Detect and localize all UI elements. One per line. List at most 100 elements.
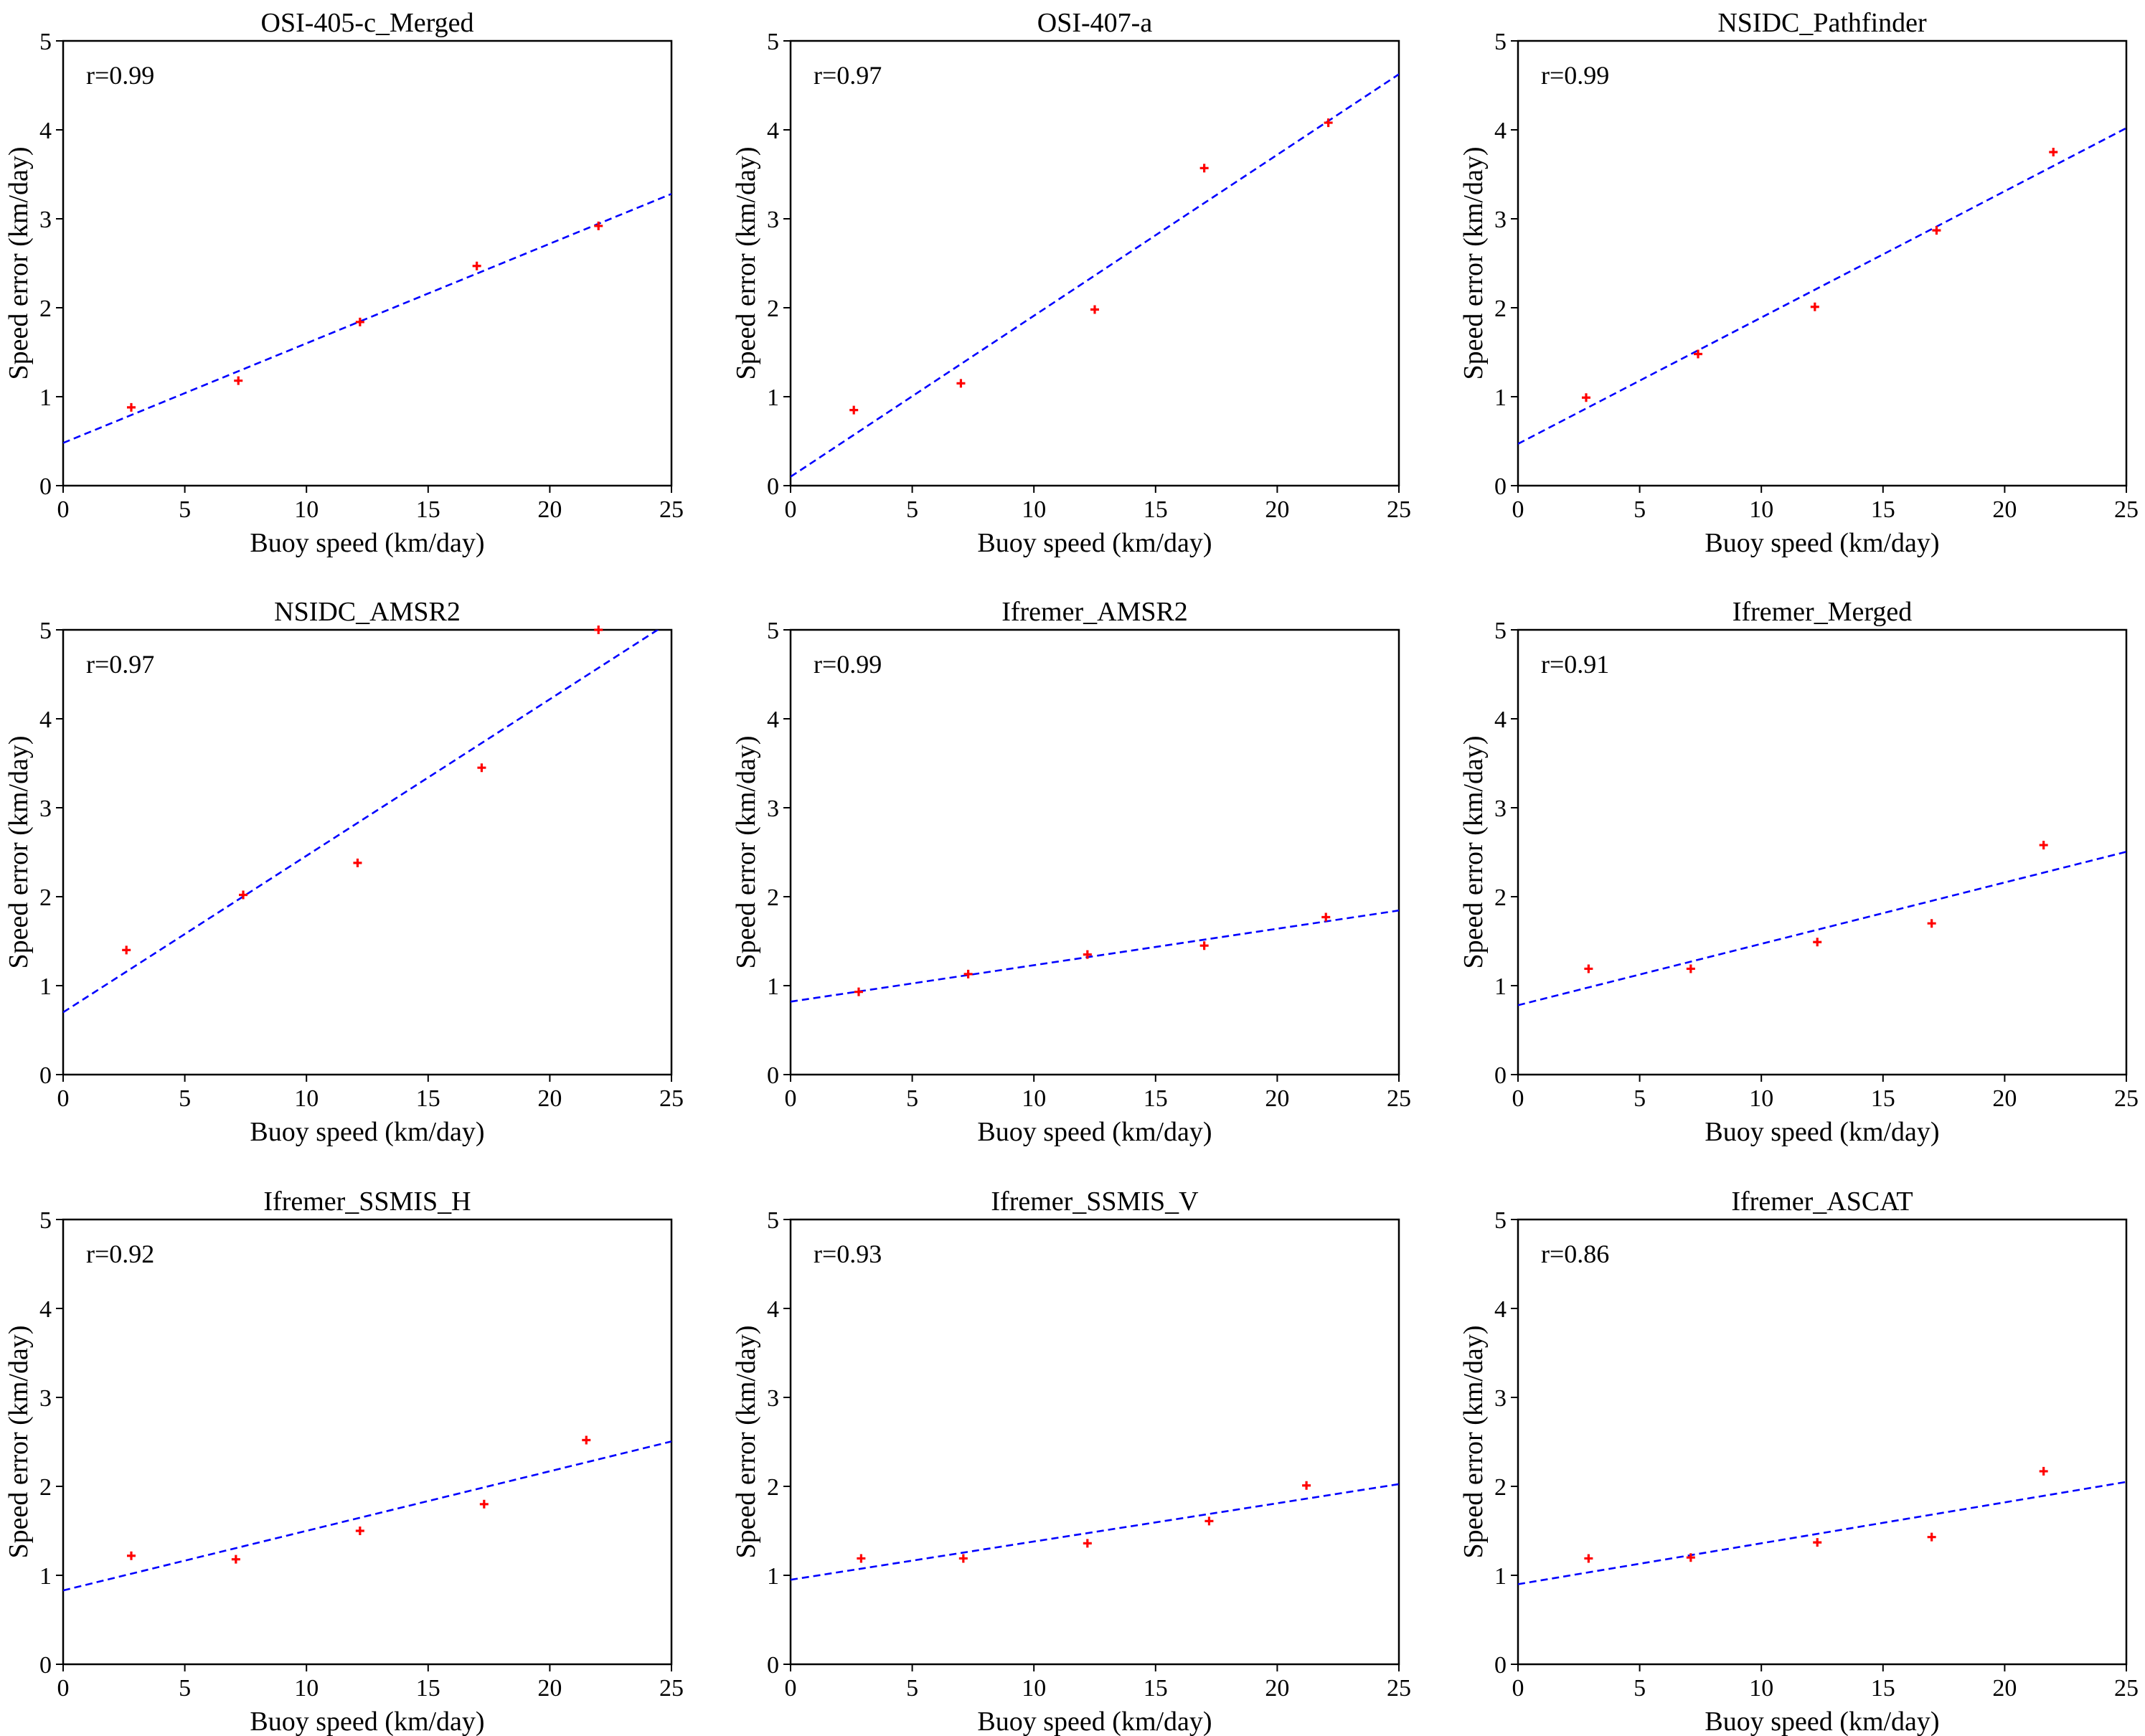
data-point bbox=[472, 261, 481, 270]
y-tick-label: 1 bbox=[1494, 973, 1507, 1000]
panel-title: Ifremer_SSMIS_H bbox=[263, 1187, 471, 1217]
x-tick-label: 5 bbox=[1634, 1675, 1646, 1702]
y-tick-label: 5 bbox=[1494, 1207, 1507, 1234]
plot-frame bbox=[1517, 39, 2128, 487]
y-tick-label: 3 bbox=[39, 1385, 52, 1412]
regression-fit-line bbox=[1518, 127, 2126, 445]
x-tick-label: 5 bbox=[906, 1085, 918, 1112]
x-tick-label: 20 bbox=[1265, 1085, 1289, 1112]
x-tick-label: 5 bbox=[1634, 496, 1646, 523]
x-tick-label: 15 bbox=[1144, 496, 1168, 523]
data-point bbox=[477, 763, 486, 773]
data-point bbox=[1927, 919, 1936, 928]
plot-frame bbox=[1517, 628, 2128, 1076]
data-point bbox=[594, 626, 603, 634]
x-tick-label: 10 bbox=[1022, 496, 1046, 523]
panel-title: Ifremer_AMSR2 bbox=[1001, 597, 1188, 627]
x-tick-label: 20 bbox=[1265, 496, 1289, 523]
data-point bbox=[1686, 964, 1695, 973]
data-point bbox=[854, 987, 863, 996]
correlation-annotation: r=0.99 bbox=[814, 650, 882, 679]
data-point bbox=[1694, 349, 1703, 359]
data-point bbox=[857, 1554, 866, 1563]
x-tick-label: 20 bbox=[537, 1675, 562, 1702]
regression-fit-line bbox=[1518, 1481, 2126, 1585]
y-tick-label: 3 bbox=[1494, 796, 1507, 822]
data-point bbox=[1581, 393, 1590, 402]
plot-frame bbox=[789, 628, 1400, 1076]
y-axis-label: Speed error (km/day) bbox=[1458, 147, 1489, 380]
x-tick-label: 25 bbox=[2114, 1085, 2139, 1112]
scatter-panel: OSI-405-c_Merged 0 5 10 15 20 25 0 1 2 3 4 5 Buoy spe… bbox=[4, 8, 684, 558]
data-point bbox=[849, 405, 859, 415]
y-tick-label: 0 bbox=[1494, 1652, 1507, 1679]
data-point bbox=[234, 376, 243, 385]
y-tick-label: 4 bbox=[39, 1296, 52, 1323]
x-tick-label: 25 bbox=[659, 496, 684, 523]
x-tick-label: 10 bbox=[294, 1085, 319, 1112]
correlation-annotation: r=0.92 bbox=[86, 1240, 154, 1268]
x-tick-label: 0 bbox=[785, 1085, 797, 1112]
x-tick-label: 10 bbox=[1749, 1085, 1773, 1112]
plot-frame bbox=[62, 39, 673, 487]
x-tick-label: 0 bbox=[1512, 496, 1524, 523]
x-tick-label: 5 bbox=[906, 496, 918, 523]
y-axis-label: Speed error (km/day) bbox=[1458, 736, 1489, 969]
data-point bbox=[355, 317, 364, 326]
y-tick-label: 5 bbox=[39, 29, 52, 55]
y-tick-label: 4 bbox=[1494, 118, 1507, 144]
x-axis-label: Buoy speed (km/day) bbox=[250, 528, 484, 558]
panel-title: NSIDC_AMSR2 bbox=[274, 597, 461, 627]
y-tick-label: 1 bbox=[39, 385, 52, 411]
y-tick-label: 5 bbox=[39, 1207, 52, 1234]
data-point bbox=[479, 1499, 489, 1509]
data-point bbox=[1686, 1553, 1695, 1562]
data-point bbox=[1083, 950, 1092, 959]
y-tick-label: 5 bbox=[767, 1207, 779, 1234]
correlation-annotation: r=0.97 bbox=[814, 61, 882, 90]
scatter-panel: Ifremer_SSMIS_H 0 5 10 15 20 25 0 1 2 3 4 5 Buoy spee… bbox=[4, 1187, 684, 1736]
correlation-annotation: r=0.86 bbox=[1541, 1240, 1609, 1268]
y-tick-label: 3 bbox=[767, 1385, 779, 1412]
y-axis-label: Speed error (km/day) bbox=[4, 147, 34, 380]
x-tick-label: 25 bbox=[1387, 1675, 1411, 1702]
x-tick-label: 0 bbox=[57, 496, 70, 523]
regression-fit-line bbox=[63, 1440, 671, 1592]
plot-frame bbox=[789, 1218, 1400, 1666]
x-tick-label: 15 bbox=[1871, 496, 1895, 523]
panel-title: Ifremer_Merged bbox=[1732, 597, 1912, 627]
panel-title: OSI-407-a bbox=[1037, 8, 1153, 38]
data-point bbox=[353, 858, 362, 867]
y-tick-label: 4 bbox=[1494, 1296, 1507, 1323]
y-tick-label: 4 bbox=[1494, 707, 1507, 733]
x-tick-label: 20 bbox=[1992, 1675, 2017, 1702]
scatter-panel: Ifremer_ASCAT 0 5 10 15 20 25 0 1 2 3 4 5 Buoy speed … bbox=[1458, 1187, 2139, 1736]
y-tick-label: 0 bbox=[1494, 1062, 1507, 1089]
y-tick-label: 0 bbox=[767, 1062, 779, 1089]
y-tick-label: 0 bbox=[767, 1652, 779, 1679]
plot-frame bbox=[1517, 1218, 2128, 1666]
regression-fit-line bbox=[63, 630, 660, 1014]
y-tick-label: 2 bbox=[1494, 1474, 1507, 1501]
data-point bbox=[594, 221, 603, 230]
x-tick-label: 15 bbox=[416, 1675, 440, 1702]
x-tick-label: 10 bbox=[1022, 1085, 1046, 1112]
y-tick-label: 0 bbox=[39, 473, 52, 500]
y-axis-label: Speed error (km/day) bbox=[4, 1326, 34, 1559]
x-tick-label: 10 bbox=[1749, 1675, 1773, 1702]
x-axis-label: Buoy speed (km/day) bbox=[977, 1707, 1212, 1736]
y-tick-label: 1 bbox=[767, 385, 779, 411]
data-point bbox=[963, 969, 973, 978]
data-point bbox=[2049, 148, 2058, 156]
y-tick-label: 0 bbox=[767, 473, 779, 500]
data-point bbox=[1199, 941, 1209, 950]
data-point bbox=[239, 890, 248, 900]
x-tick-label: 25 bbox=[1387, 1085, 1411, 1112]
y-tick-label: 2 bbox=[1494, 296, 1507, 322]
y-tick-label: 0 bbox=[1494, 473, 1507, 500]
scatter-panel: NSIDC_Pathfinder 0 5 10 15 20 25 0 1 2 3 4 5 Buoy spe… bbox=[1458, 8, 2139, 558]
y-tick-label: 3 bbox=[1494, 1385, 1507, 1412]
correlation-annotation: r=0.97 bbox=[86, 650, 154, 679]
data-point bbox=[1083, 1539, 1092, 1548]
